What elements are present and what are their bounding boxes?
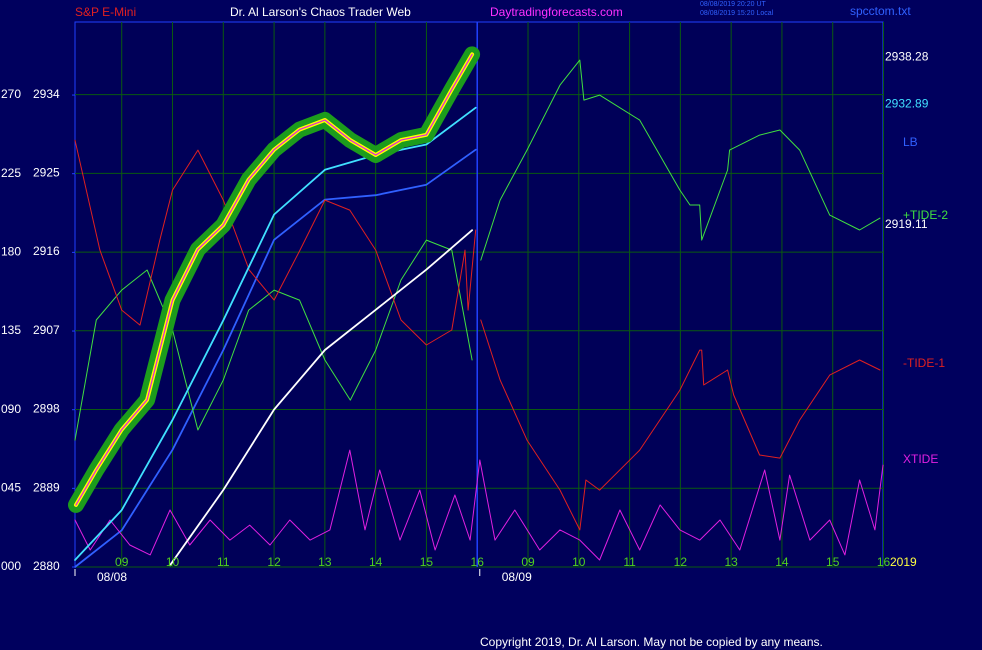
series-line — [74, 139, 881, 531]
x-tick-label: 15 — [826, 555, 840, 569]
x-tick-label: 11 — [217, 555, 230, 569]
y2-tick-label: 000 — [1, 559, 21, 573]
date-label: 08/09 — [502, 570, 532, 584]
y-tick-label: 2898 — [33, 402, 60, 416]
y-tick-label: 2934 — [33, 87, 60, 101]
y2-tick-label: 180 — [1, 245, 21, 259]
y2-tick-label: 135 — [1, 323, 21, 337]
price-label: 2938.28 — [885, 49, 929, 63]
instrument: S&P E-Mini — [75, 5, 136, 19]
x-tick-label: 09 — [115, 555, 129, 569]
y-tick-label: 2880 — [33, 559, 60, 573]
y2-tick-label: 090 — [1, 402, 21, 416]
stamp-ut: 08/08/2019 20:20 UT — [700, 1, 766, 8]
x-tick-label: 16 — [877, 555, 891, 569]
series-line — [74, 449, 884, 561]
series-line — [74, 148, 477, 568]
legend-label: -TIDE-1 — [903, 356, 945, 370]
y2-tick-label: 225 — [1, 166, 21, 180]
y-tick-label: 2907 — [33, 323, 60, 337]
x-tick-label: 10 — [572, 555, 586, 569]
stamp-local: 08/08/2019 15:20 Local — [700, 10, 774, 17]
price-label: 2919.11 — [885, 217, 928, 231]
chart-title: Dr. Al Larson's Chaos Trader Web — [230, 5, 411, 19]
y2-tick-label: 270 — [1, 87, 21, 101]
legend-label: LB — [903, 135, 918, 149]
x-tick-label: 16 — [471, 555, 485, 569]
x-tick-label: 12 — [674, 555, 688, 569]
site: Daytradingforecasts.com — [490, 5, 623, 19]
price-inner — [75, 53, 473, 506]
series-line — [169, 229, 473, 567]
copyright: Copyright 2019, Dr. Al Larson. May not b… — [480, 635, 823, 649]
series-line — [74, 106, 477, 561]
x-tick-label: 11 — [623, 555, 636, 569]
plot-area — [74, 21, 884, 568]
x-tick-label: 14 — [775, 555, 789, 569]
price-label: 2932.89 — [885, 96, 929, 110]
lines — [68, 46, 884, 568]
y-tick-label: 2916 — [33, 244, 60, 258]
series-line — [74, 59, 881, 441]
x-tick-label: 09 — [521, 555, 535, 569]
x-tick-label: 15 — [420, 555, 434, 569]
x-tick-label: 13 — [318, 555, 332, 569]
labels: 2880 2889 2898 2907 2916 2925 2934 000 045 090 135… — [1, 49, 948, 584]
grid — [75, 22, 885, 568]
y-tick-label: 2925 — [33, 166, 60, 180]
x-tick-label: 14 — [369, 555, 383, 569]
legend-label: +TIDE-2 — [903, 208, 948, 222]
x-tick-label: 10 — [166, 555, 180, 569]
legend-label: XTIDE — [903, 452, 938, 466]
y-tick-label: 2889 — [33, 480, 60, 494]
date-label: 08/08 — [97, 570, 127, 584]
y2-tick-label: 045 — [1, 481, 21, 495]
year-label: 2019 — [890, 555, 917, 569]
file-name: spcctom.txt — [850, 4, 911, 18]
x-tick-label: 13 — [724, 555, 738, 569]
x-tick-label: 12 — [267, 555, 281, 569]
